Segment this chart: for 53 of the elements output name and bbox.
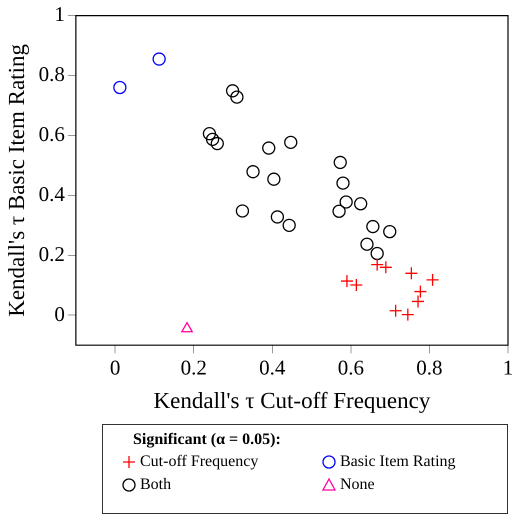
y-axis-title: Kendall's τ Basic Item Rating	[4, 44, 29, 317]
x-tick-label: 0.6	[338, 355, 364, 380]
point	[339, 195, 353, 209]
point	[426, 273, 440, 287]
point	[334, 156, 347, 170]
point	[354, 197, 368, 210]
point	[113, 80, 126, 94]
y-tick-label: 0	[54, 302, 65, 326]
point	[383, 224, 396, 238]
x-tick-label: 1	[502, 355, 514, 380]
point	[379, 260, 392, 274]
point	[411, 294, 425, 308]
y-tick-label: 0.8	[38, 62, 65, 86]
y-tick-label: 1	[54, 2, 65, 26]
legend-label: Both	[140, 476, 172, 494]
point	[206, 132, 220, 146]
point	[388, 304, 402, 318]
point	[350, 278, 364, 292]
legend-label: Cut-off Frequency	[140, 453, 258, 471]
point	[181, 322, 193, 332]
point	[404, 266, 418, 280]
y-tick-label: 0.2	[38, 242, 65, 266]
legend-label: None	[340, 476, 375, 494]
point	[202, 127, 216, 140]
point	[267, 172, 281, 186]
point	[336, 176, 350, 190]
y-tick-label: 0.4	[38, 182, 66, 206]
legend-label: Basic Item Rating	[340, 453, 456, 471]
point	[370, 258, 384, 272]
x-axis-title: Kendall's τ Cut-off Frequency	[154, 388, 431, 414]
point	[284, 136, 298, 149]
point	[270, 210, 284, 224]
point	[210, 136, 224, 150]
x-tick-label: 0	[110, 355, 120, 380]
x-tick-label: 0.4	[259, 355, 286, 380]
point	[414, 284, 428, 298]
point	[230, 90, 244, 104]
x-tick-label: 0.2	[180, 355, 207, 380]
point	[236, 204, 250, 218]
point	[340, 274, 354, 288]
point	[152, 52, 166, 66]
point	[332, 204, 346, 218]
x-tick-label: 0.8	[416, 355, 443, 380]
point	[366, 220, 380, 234]
point	[370, 246, 384, 260]
point	[401, 308, 414, 322]
point	[282, 218, 296, 232]
y-tick-label: 0.6	[38, 122, 65, 146]
point	[262, 141, 276, 155]
point	[246, 165, 260, 178]
point	[360, 238, 374, 251]
legend-title: Significant (α = 0.05):	[133, 431, 282, 449]
point	[226, 84, 240, 98]
